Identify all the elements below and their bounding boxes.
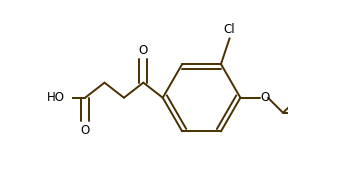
Text: Cl: Cl — [224, 23, 235, 36]
Text: O: O — [139, 44, 148, 57]
Text: O: O — [261, 91, 270, 104]
Text: HO: HO — [47, 91, 65, 104]
Text: O: O — [81, 124, 90, 137]
